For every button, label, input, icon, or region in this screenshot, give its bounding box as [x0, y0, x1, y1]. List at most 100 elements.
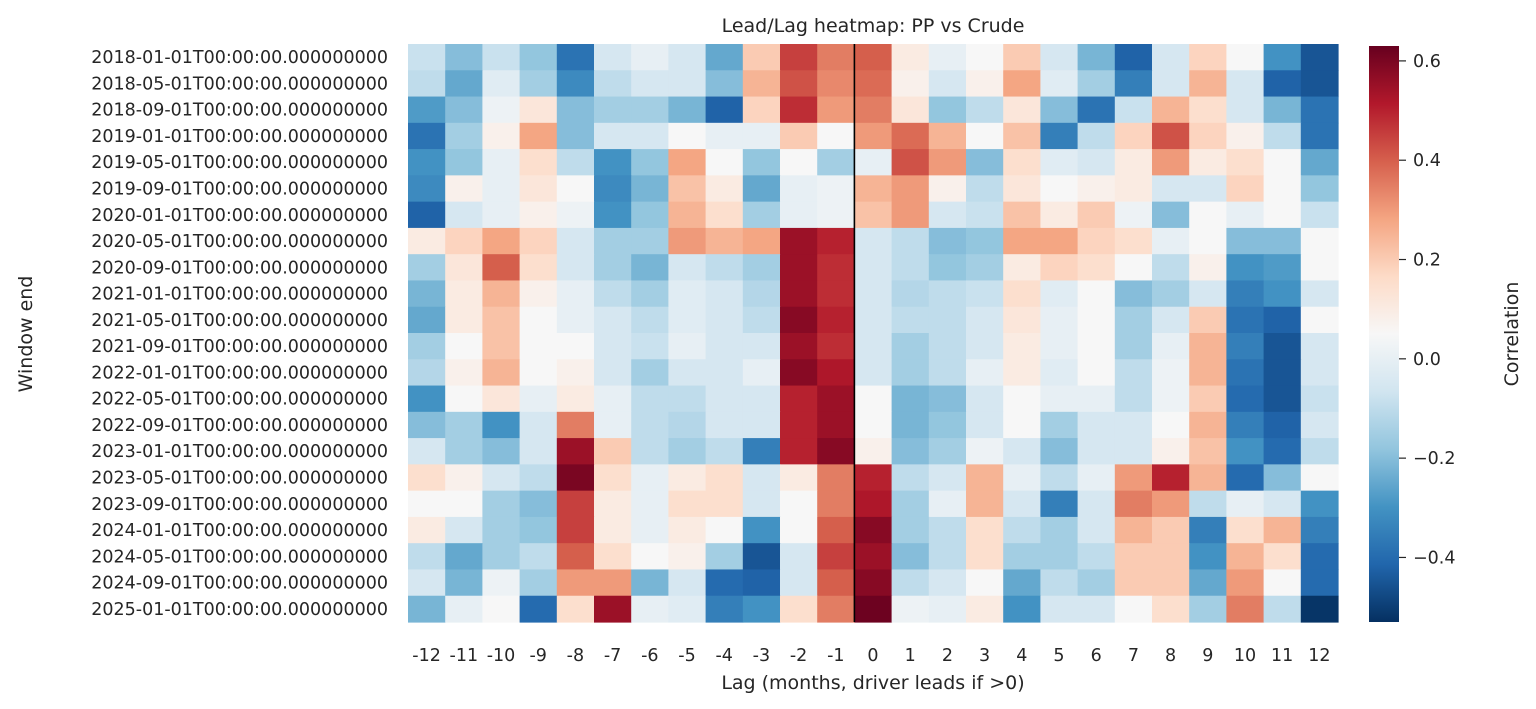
- y-tick-label: 2019-09-01T00:00:00.000000000: [91, 180, 388, 200]
- heatmap-cell: [631, 569, 669, 597]
- heatmap-cell: [966, 149, 1004, 176]
- heatmap-cell: [705, 306, 744, 334]
- heatmap-cell: [1003, 595, 1041, 623]
- heatmap-cell: [1152, 411, 1190, 439]
- heatmap-cell: [928, 149, 967, 176]
- heatmap-cell: [445, 595, 483, 623]
- heatmap-cell: [556, 359, 595, 387]
- heatmap-cell: [928, 44, 967, 71]
- heatmap-cell: [631, 411, 669, 439]
- heatmap-cell: [594, 464, 632, 492]
- heatmap-cell: [594, 122, 632, 150]
- heatmap-cell: [482, 543, 521, 571]
- heatmap-cell: [1300, 411, 1339, 439]
- heatmap-cell: [482, 359, 521, 387]
- heatmap-cell: [1189, 595, 1227, 623]
- y-tick-label: 2020-09-01T00:00:00.000000000: [91, 258, 388, 278]
- x-axis-label: Lag (months, driver leads if >0): [721, 672, 1024, 694]
- heatmap-cell: [668, 254, 707, 282]
- heatmap-cell: [742, 464, 781, 492]
- heatmap-cell: [445, 175, 483, 203]
- heatmap-cell: [445, 569, 483, 597]
- heatmap-cell: [482, 333, 521, 360]
- heatmap-cell: [1114, 44, 1153, 71]
- heatmap-cell: [631, 149, 669, 176]
- heatmap-cell: [445, 385, 483, 413]
- heatmap-cell: [1040, 201, 1079, 229]
- heatmap-cell: [1077, 227, 1116, 255]
- heatmap-cell: [780, 227, 818, 255]
- heatmap-cell: [408, 595, 446, 623]
- heatmap-cell: [1077, 149, 1116, 176]
- x-tick-label: 3: [979, 646, 990, 666]
- heatmap-cell: [445, 543, 483, 571]
- heatmap-cell: [780, 411, 818, 439]
- heatmap-cell: [1189, 96, 1227, 124]
- heatmap-cell: [519, 516, 558, 544]
- heatmap-cell: [594, 595, 632, 623]
- heatmap-cell: [742, 569, 781, 597]
- heatmap-cell: [1226, 306, 1265, 334]
- heatmap-cell: [556, 543, 595, 571]
- heatmap-cell: [556, 280, 595, 308]
- heatmap-cell: [631, 333, 669, 360]
- heatmap-cell: [854, 490, 893, 518]
- heatmap-cell: [966, 516, 1004, 544]
- heatmap-cell: [817, 543, 855, 571]
- x-tick-label: 0: [867, 646, 878, 666]
- heatmap-cell: [742, 543, 781, 571]
- heatmap-cell: [817, 149, 855, 176]
- heatmap-cell: [1300, 385, 1339, 413]
- heatmap-cell: [817, 254, 855, 282]
- y-tick-label: 2023-01-01T00:00:00.000000000: [91, 442, 388, 462]
- y-tick-label: 2021-09-01T00:00:00.000000000: [91, 337, 388, 357]
- heatmap-cell: [780, 70, 818, 98]
- heatmap-cell: [1114, 201, 1153, 229]
- heatmap-cell: [445, 490, 483, 518]
- heatmap-cell: [519, 149, 558, 176]
- y-tick-label: 2023-09-01T00:00:00.000000000: [91, 495, 388, 515]
- heatmap-cell: [482, 227, 521, 255]
- x-tick-label: 12: [1308, 646, 1330, 666]
- heatmap-cell: [1189, 569, 1227, 597]
- heatmap-cell: [1040, 149, 1079, 176]
- heatmap-cell: [928, 516, 967, 544]
- heatmap-cell: [1003, 359, 1041, 387]
- heatmap-cell: [1189, 490, 1227, 518]
- colorbar-label: Correlation: [1501, 282, 1523, 387]
- heatmap-cell: [1114, 333, 1153, 360]
- heatmap-cell: [928, 306, 967, 334]
- heatmap-cell: [1003, 516, 1041, 544]
- heatmap-cell: [1263, 122, 1302, 150]
- heatmap-cell: [854, 254, 893, 282]
- y-tick-label: 2018-05-01T00:00:00.000000000: [91, 74, 388, 94]
- heatmap-cell: [1263, 227, 1302, 255]
- y-tick-label: 2022-01-01T00:00:00.000000000: [91, 363, 388, 383]
- heatmap-cell: [1040, 516, 1079, 544]
- heatmap-cell: [594, 359, 632, 387]
- heatmap-cell: [928, 595, 967, 623]
- heatmap-cell: [668, 70, 707, 98]
- heatmap-cell: [519, 543, 558, 571]
- x-tick-label: -8: [567, 646, 584, 666]
- heatmap-cell: [1189, 70, 1227, 98]
- heatmap-cell: [482, 595, 521, 623]
- heatmap-cell: [556, 464, 595, 492]
- heatmap-cell: [742, 490, 781, 518]
- heatmap-cell: [1263, 438, 1302, 465]
- heatmap-cell: [854, 44, 893, 71]
- heatmap-cell: [1263, 70, 1302, 98]
- heatmap-cell: [1263, 595, 1302, 623]
- heatmap-cell: [445, 96, 483, 124]
- heatmap-cell: [594, 227, 632, 255]
- colorbar-tick-label: −0.2: [1413, 449, 1456, 469]
- heatmap-cell: [1114, 149, 1153, 176]
- heatmap-cell: [1189, 44, 1227, 71]
- colorbar-ticks: 0.6 0.4 0.2 0.0 −0.2 −0.4: [1399, 52, 1456, 568]
- heatmap-cell: [594, 175, 632, 203]
- heatmap-cell: [817, 569, 855, 597]
- heatmap-cell: [1226, 175, 1265, 203]
- heatmap-cell: [631, 254, 669, 282]
- heatmap-cell: [1003, 569, 1041, 597]
